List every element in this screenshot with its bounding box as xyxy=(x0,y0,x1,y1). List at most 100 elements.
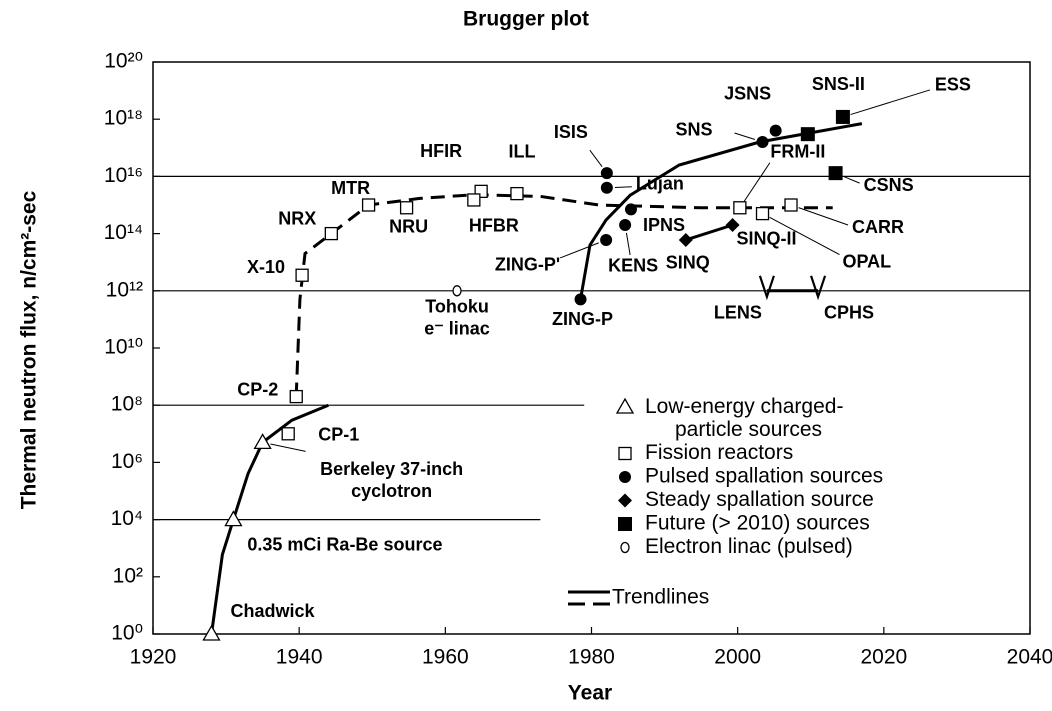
x-axis-label: Year xyxy=(568,682,612,705)
trendline xyxy=(294,193,833,397)
marker xyxy=(800,127,815,142)
x-tick-label: 1980 xyxy=(568,646,615,669)
point-label: KENS xyxy=(608,256,658,276)
marker xyxy=(600,233,613,246)
x-tick-label: 1940 xyxy=(276,646,323,669)
marker xyxy=(725,217,740,232)
point-label: MTR xyxy=(331,178,370,198)
marker xyxy=(600,167,613,180)
marker xyxy=(619,471,631,483)
point-label: NRU xyxy=(389,217,428,237)
y-tick-label: 10⁰ xyxy=(111,622,143,645)
marker xyxy=(733,201,747,215)
point-label: SNS-II xyxy=(812,74,865,94)
marker xyxy=(624,203,637,216)
x-tick-label: 1960 xyxy=(422,646,469,669)
point-label: ISIS xyxy=(554,122,588,142)
point-label: ESS xyxy=(935,75,971,95)
y-tick-label: 10²⁰ xyxy=(104,50,143,73)
marker xyxy=(756,135,769,148)
marker xyxy=(755,206,770,221)
marker xyxy=(835,109,850,124)
marker xyxy=(324,226,338,241)
y-tick-label: 10¹² xyxy=(106,278,143,301)
point-label: IPNS xyxy=(643,215,685,235)
point-label: OPAL xyxy=(843,251,892,271)
point-label: CP-1 xyxy=(318,425,359,445)
chart-title: Brugger plot xyxy=(463,8,589,31)
marker xyxy=(295,268,309,282)
x-tick-label: 2040 xyxy=(1007,646,1052,669)
marker xyxy=(452,285,462,297)
x-tick-label: 2000 xyxy=(714,646,761,669)
marker xyxy=(678,232,693,247)
y-tick-label: 10¹⁶ xyxy=(104,164,143,187)
x-tick-label: 2020 xyxy=(860,646,907,669)
point-label: FRM-II xyxy=(770,142,825,162)
leader-line xyxy=(850,89,931,116)
legend-label: Fission reactors xyxy=(645,441,793,464)
marker xyxy=(224,510,243,527)
point-label: HFIR xyxy=(420,141,462,161)
point-label: ZING-P' xyxy=(495,255,560,275)
point-label: ZING-P xyxy=(552,309,613,329)
marker xyxy=(600,181,613,194)
marker xyxy=(399,201,414,215)
y-tick-label: 10⁶ xyxy=(111,450,143,473)
marker xyxy=(574,293,587,306)
point-label: Lujan xyxy=(636,174,684,194)
marker xyxy=(618,493,632,508)
leader-line xyxy=(614,186,632,188)
trendline xyxy=(685,223,734,242)
point-label: SINQ xyxy=(666,253,710,273)
legend-label: Pulsed spallation sources xyxy=(645,465,883,488)
leader-line xyxy=(734,132,756,140)
point-label: CP-2 xyxy=(237,379,278,399)
point-label: SINQ-II xyxy=(737,229,797,249)
leader-line xyxy=(270,443,306,452)
y-tick-label: 10¹⁸ xyxy=(104,107,143,130)
marker xyxy=(769,124,782,137)
y-tick-label: 10¹⁴ xyxy=(104,221,143,244)
legend-label: Electron linac (pulsed) xyxy=(645,535,853,558)
marker xyxy=(289,389,303,404)
marker xyxy=(253,433,272,450)
leader-line xyxy=(798,207,849,226)
marker xyxy=(784,198,798,212)
point-label: CARR xyxy=(852,217,904,237)
marker xyxy=(281,427,295,441)
leader-line xyxy=(743,162,771,202)
point-label: LENS xyxy=(714,303,762,323)
leader-line xyxy=(842,175,860,184)
marker xyxy=(828,166,843,181)
point-label: ILL xyxy=(508,141,535,161)
marker xyxy=(618,446,632,461)
marker xyxy=(619,218,632,231)
y-tick-label: 10⁸ xyxy=(111,393,143,416)
marker xyxy=(202,624,221,641)
leader-line xyxy=(769,216,840,256)
marker xyxy=(620,541,630,554)
point-label: CPHS xyxy=(824,303,874,323)
point-label: e⁻ linac xyxy=(424,319,490,339)
marker xyxy=(615,397,635,414)
y-tick-label: 10¹⁰ xyxy=(104,336,143,359)
marker xyxy=(361,198,376,212)
x-tick-label: 1920 xyxy=(130,646,177,669)
point-label: Tohoku xyxy=(425,297,489,317)
legend-label: Steady spallation source xyxy=(645,488,874,511)
point-label: SNS xyxy=(676,120,713,140)
point-label: NRX xyxy=(278,208,316,228)
y-axis-label: Thermal neutron flux, n/cm²-sec xyxy=(18,190,41,509)
y-tick-label: 10² xyxy=(113,564,143,587)
marker xyxy=(758,275,775,301)
point-label: cyclotron xyxy=(351,481,432,501)
trendline xyxy=(210,403,329,635)
legend-label: Future (> 2010) sources xyxy=(645,512,870,535)
marker xyxy=(510,186,524,201)
marker xyxy=(810,275,827,301)
marker xyxy=(618,517,632,531)
leader-line xyxy=(589,149,603,168)
